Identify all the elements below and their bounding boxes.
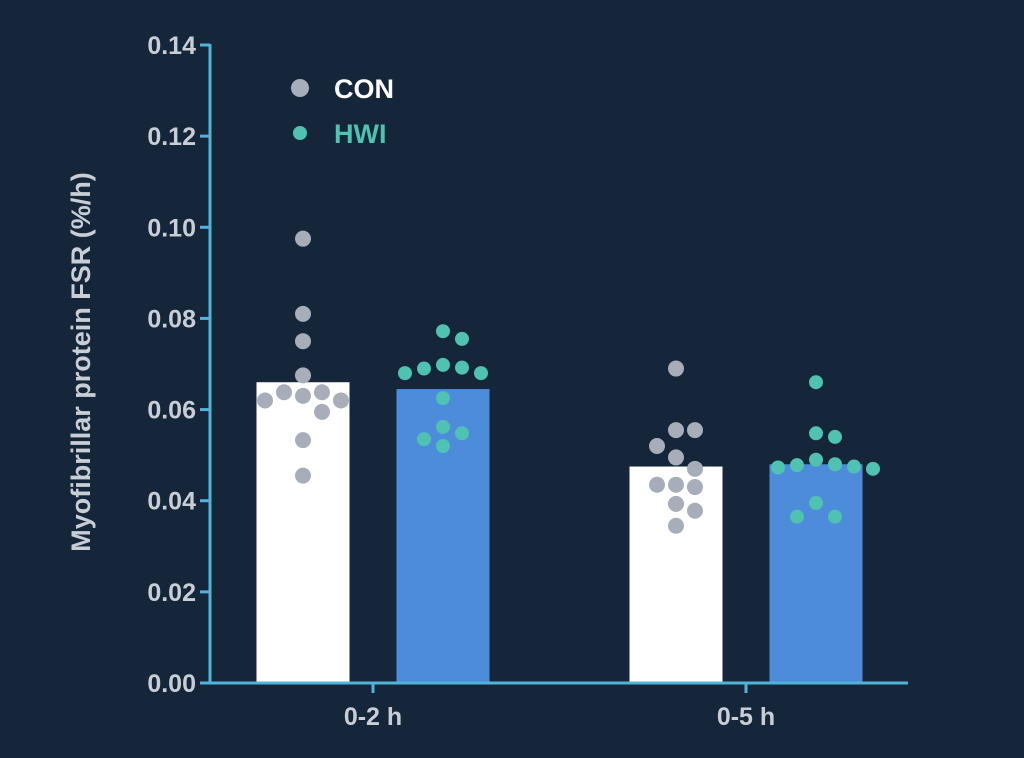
data-point-con: [295, 305, 311, 322]
points-layer: [257, 230, 880, 534]
legend-marker-hwi: [293, 126, 307, 140]
data-point-con: [668, 422, 684, 439]
x-tick-label: 0-2 h: [344, 703, 402, 731]
data-point-hwi: [866, 461, 880, 476]
bar-hwi-0: [396, 389, 490, 683]
data-point-hwi: [436, 391, 450, 406]
data-point-hwi: [809, 426, 823, 441]
legend-label-hwi: HWI: [334, 119, 386, 149]
x-tick-label: 0-5 h: [717, 703, 775, 731]
data-point-hwi: [790, 458, 804, 473]
data-point-con: [276, 384, 292, 401]
data-point-con: [687, 460, 703, 477]
data-point-hwi: [828, 429, 842, 444]
data-point-hwi: [455, 360, 469, 375]
legend-label-con: CON: [334, 74, 394, 104]
data-point-con: [314, 384, 330, 401]
legend: CON HWI: [291, 74, 394, 149]
data-point-con: [668, 360, 684, 377]
data-point-hwi: [436, 357, 450, 372]
y-axis-label: Myofibrillar protein FSR (%/h): [66, 172, 96, 552]
legend-marker-con: [291, 79, 309, 97]
data-point-hwi: [828, 509, 842, 524]
data-point-hwi: [417, 432, 431, 447]
y-tick-label: 0.08: [147, 305, 196, 333]
data-point-hwi: [455, 331, 469, 346]
data-point-con: [687, 422, 703, 439]
y-tick-label: 0.04: [147, 488, 196, 516]
data-point-hwi: [809, 375, 823, 390]
data-point-con: [687, 479, 703, 496]
data-point-con: [668, 517, 684, 534]
data-point-hwi: [809, 452, 823, 467]
data-point-hwi: [436, 324, 450, 339]
data-point-hwi: [847, 459, 861, 474]
y-tick-label: 0.14: [147, 32, 196, 60]
data-point-con: [295, 230, 311, 247]
axes-layer: 0.00 0.02 0.04 0.06 0.08 0.10 0.12 0.14 0-2 h 0-5…: [147, 32, 908, 731]
y-tick-label: 0.00: [147, 670, 196, 698]
data-point-con: [314, 403, 330, 420]
data-point-hwi: [809, 495, 823, 510]
data-point-con: [295, 333, 311, 350]
data-point-hwi: [828, 457, 842, 472]
data-point-hwi: [417, 361, 431, 376]
data-point-hwi: [436, 439, 450, 454]
data-point-hwi: [771, 460, 785, 475]
data-point-con: [687, 502, 703, 519]
data-point-con: [649, 476, 665, 493]
data-point-con: [668, 476, 684, 493]
data-point-con: [257, 392, 273, 409]
data-point-con: [668, 495, 684, 512]
data-point-hwi: [455, 426, 469, 441]
data-point-con: [295, 367, 311, 384]
y-tick-label: 0.06: [147, 397, 196, 425]
data-point-con: [295, 387, 311, 404]
data-point-con: [649, 438, 665, 455]
data-point-con: [295, 467, 311, 484]
data-point-con: [668, 449, 684, 466]
bar-con-0: [256, 382, 350, 683]
data-point-hwi: [790, 509, 804, 524]
y-tick-label: 0.02: [147, 579, 196, 607]
data-point-hwi: [436, 419, 450, 434]
data-point-hwi: [398, 366, 412, 381]
y-tick-label: 0.12: [147, 123, 196, 151]
data-point-con: [295, 432, 311, 449]
data-point-con: [333, 392, 349, 409]
y-tick-label: 0.10: [147, 214, 196, 242]
data-point-hwi: [474, 366, 488, 381]
